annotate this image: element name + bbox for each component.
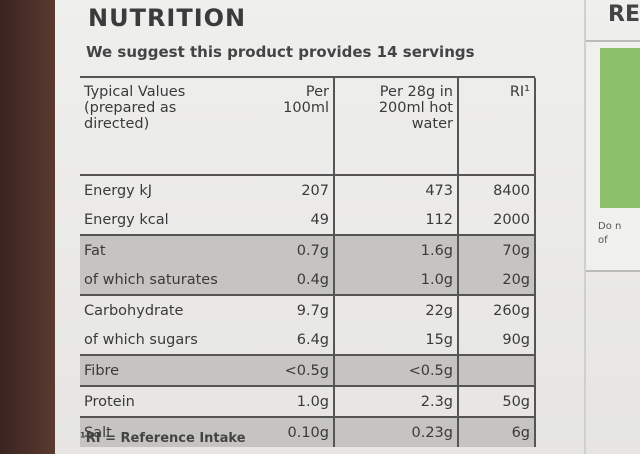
rule	[80, 76, 535, 78]
nutrient-value: 1.0g	[333, 265, 458, 295]
nutrient-value: 49	[310, 211, 329, 228]
nutrient-value: 20g	[457, 265, 536, 295]
nutrient-value: 1.6g	[333, 235, 458, 265]
header-text: RI¹	[509, 84, 530, 100]
nutrient-value: <0.5g	[284, 362, 329, 379]
nutrient-value: 22g	[333, 295, 458, 325]
header-text: Typical Values (prepared as directed)	[84, 84, 186, 132]
table-row: of which saturates 0.4g 1.0g 20g	[80, 265, 536, 295]
nutrient-value: 15g	[333, 325, 458, 355]
nutrient-value: 0.23g	[333, 417, 458, 447]
nutrient-value: <0.5g	[333, 355, 458, 386]
header-cell: Per 28g in 200ml hot water	[333, 78, 458, 176]
nutrition-table: Typical Values (prepared as directed) Per…	[80, 78, 536, 447]
nutrient-value: 6.4g	[296, 331, 329, 348]
nutrient-value: 0.10g	[287, 424, 330, 441]
nutrient-value: 112	[333, 205, 458, 235]
nutrient-value: 207	[301, 182, 329, 199]
header-text: Per 100ml	[283, 84, 329, 116]
table-row: Fat 0.7g 1.6g 70g	[80, 235, 536, 265]
nutrient-value: 6g	[457, 417, 536, 447]
table-row: Fibre <0.5g <0.5g	[80, 355, 536, 386]
nutrient-value: 50g	[457, 386, 536, 417]
side-note-line: Do n	[598, 221, 622, 232]
table-row: Protein 1.0g 2.3g 50g	[80, 386, 536, 417]
nutrient-value	[457, 355, 536, 386]
nutrient-value: 0.4g	[296, 271, 329, 288]
header-cell: RI¹	[457, 78, 536, 176]
nutrient-name: Carbohydrate	[84, 302, 184, 319]
nutrient-name: Fibre	[84, 362, 120, 379]
nutrient-value: 260g	[457, 295, 536, 325]
nutrient-value: 90g	[457, 325, 536, 355]
nutrient-name: of which saturates	[84, 271, 218, 288]
nutrient-name: Fat	[84, 242, 106, 259]
nutrient-value: 8400	[457, 175, 536, 205]
table-row: Energy kcal 49 112 2000	[80, 205, 536, 235]
nutrient-name: Energy kcal	[84, 211, 169, 228]
subtitle: We suggest this product provides 14 serv…	[86, 43, 475, 61]
header-cell: Per 100ml	[255, 78, 334, 176]
table-row: of which sugars 6.4g 15g 90g	[80, 325, 536, 355]
divider	[584, 0, 586, 454]
nutrient-value: 1.0g	[296, 393, 329, 410]
header-row: Typical Values (prepared as directed) Per…	[80, 78, 536, 176]
nutrient-name: Salt	[84, 424, 112, 441]
green-badge	[600, 48, 640, 208]
side-note: Do n of	[598, 220, 621, 248]
header-text: Per 28g in 200ml hot water	[378, 84, 453, 132]
package-edge	[0, 0, 55, 454]
nutrient-name: of which sugars	[84, 331, 198, 348]
nutrient-value: 70g	[457, 235, 536, 265]
table-row: Energy kJ 207 473 8400	[80, 175, 536, 205]
title: NUTRITION	[88, 4, 247, 32]
nutrient-value: 9.7g	[296, 302, 329, 319]
footnote: ¹RI = Reference Intake	[80, 431, 246, 446]
nutrient-name: Protein	[84, 393, 135, 410]
table-row: Carbohydrate 9.7g 22g 260g	[80, 295, 536, 325]
table-row: Salt 0.10g 0.23g 6g	[80, 417, 536, 447]
side-note-line: of	[598, 235, 608, 246]
nutrient-name: Energy kJ	[84, 182, 153, 199]
nutrient-value: 2.3g	[333, 386, 458, 417]
nutrient-value: 473	[333, 175, 458, 205]
nutrient-value: 0.7g	[296, 242, 329, 259]
header-cell: Typical Values (prepared as directed)	[80, 78, 255, 176]
side-heading: RE	[608, 2, 640, 27]
nutrient-value: 2000	[457, 205, 536, 235]
